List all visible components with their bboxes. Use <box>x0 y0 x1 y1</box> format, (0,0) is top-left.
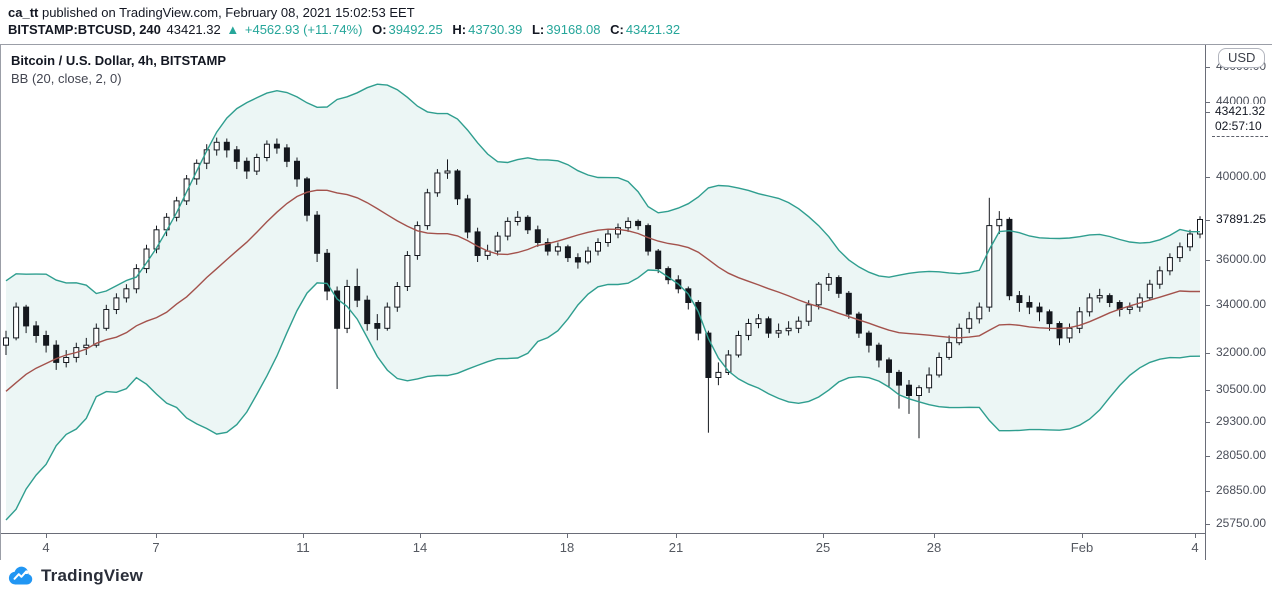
tradingview-logo-link[interactable]: TradingView <box>8 565 143 587</box>
high-label: H: <box>452 22 467 37</box>
price-tick <box>1206 353 1210 354</box>
time-tick <box>823 534 824 538</box>
high-value: 43730.39 <box>468 22 523 37</box>
bb-lower-line <box>5 269 1201 521</box>
last-price: 43421.32 <box>166 22 221 37</box>
price-tick <box>1206 491 1210 492</box>
open-value: 39492.25 <box>388 22 443 37</box>
price-change: +4562.93 (+11.74%) <box>244 22 363 37</box>
price-axis[interactable]: 46000.0044000.0040000.0036000.0034000.00… <box>1205 45 1272 560</box>
chart-canvas <box>3 83 1203 521</box>
footer: TradingView <box>0 560 1274 599</box>
price-tick <box>1206 456 1210 457</box>
price-tick <box>1206 67 1210 68</box>
last-price-tick <box>1206 112 1210 113</box>
time-tick-label: 21 <box>668 540 684 555</box>
price-tick-label: 34000.00 <box>1215 297 1268 312</box>
time-tick-label: 4 <box>42 540 50 555</box>
chart-widget: Bitcoin / U.S. Dollar, 4h, BITSTAMP BB (… <box>0 44 1272 560</box>
tradingview-cloud-icon <box>8 566 33 585</box>
time-tick-label: Feb <box>1070 540 1094 555</box>
price-tick-label: 29300.00 <box>1215 414 1268 429</box>
chart-legend: Bitcoin / U.S. Dollar, 4h, BITSTAMP BB (… <box>11 51 226 88</box>
time-tick-label: 4 <box>1191 540 1199 555</box>
author-name: ca_tt <box>8 5 39 20</box>
time-tick <box>1195 534 1196 538</box>
symbol-name: BITSTAMP:BTCUSD, 240 <box>8 22 161 37</box>
time-tick-label: 11 <box>296 540 310 555</box>
time-tick <box>303 534 304 538</box>
price-tick <box>1206 260 1210 261</box>
snapshot-close-label: 37891.25 <box>1215 212 1268 227</box>
time-tick <box>1082 534 1083 538</box>
price-tick-label: 36000.00 <box>1215 252 1268 267</box>
last-price-axis-label: 43421.32 <box>1215 104 1266 118</box>
price-tick <box>1206 422 1210 423</box>
price-tick <box>1206 390 1210 391</box>
open-label: O: <box>372 22 387 37</box>
price-tick-label: 40000.00 <box>1215 169 1268 184</box>
price-tick <box>1206 524 1210 525</box>
price-tick-label: 28050.00 <box>1215 448 1268 463</box>
close-label: C: <box>610 22 624 37</box>
price-tick-label: 30500.00 <box>1215 382 1268 397</box>
close-value: 43421.32 <box>625 22 681 37</box>
snapshot-close-tick <box>1206 220 1210 221</box>
symbol-info-bar: BITSTAMP:BTCUSD, 240 43421.32 ▲ +4562.93… <box>8 21 682 38</box>
time-tick-label: 7 <box>152 540 160 555</box>
legend-indicator-bb: BB (20, close, 2, 0) <box>11 71 122 86</box>
change-arrow-icon: ▲ <box>226 22 240 37</box>
bar-countdown: 02:57:10 <box>1212 119 1269 137</box>
time-axis[interactable]: 4 7 11 14 18 21 25 28 Feb 4 <box>1 533 1205 560</box>
time-tick-label: 14 <box>412 540 428 555</box>
publish-info: ca_tt published on TradingView.com, Febr… <box>8 4 415 21</box>
last-price-group: 43421.32 02:57:10 <box>1212 104 1269 137</box>
low-label: L: <box>531 22 545 37</box>
price-tick <box>1206 102 1210 103</box>
time-tick <box>46 534 47 538</box>
tradingview-logo-text: TradingView <box>41 566 144 585</box>
time-tick <box>934 534 935 538</box>
price-tick-label: 26850.00 <box>1215 483 1268 498</box>
time-tick-label: 18 <box>559 540 575 555</box>
legend-symbol-title: Bitcoin / U.S. Dollar, 4h, BITSTAMP <box>11 53 227 68</box>
bb-basis-line <box>5 189 1200 392</box>
publish-text: published on TradingView.com, February 0… <box>38 5 415 20</box>
price-tick <box>1206 177 1210 178</box>
bb-upper-line <box>5 83 1200 295</box>
time-tick <box>676 534 677 538</box>
time-tick <box>156 534 157 538</box>
time-tick-label: 25 <box>815 540 831 555</box>
time-tick <box>567 534 568 538</box>
plot-area[interactable]: Bitcoin / U.S. Dollar, 4h, BITSTAMP BB (… <box>1 45 1205 533</box>
time-tick-label: 28 <box>926 540 942 555</box>
time-tick <box>420 534 421 538</box>
currency-badge: USD <box>1218 48 1266 68</box>
price-tick-label: 32000.00 <box>1215 345 1268 360</box>
candles <box>3 137 1203 439</box>
price-tick-label: 25750.00 <box>1215 516 1268 531</box>
price-tick <box>1206 305 1210 306</box>
low-value: 39168.08 <box>546 22 601 37</box>
